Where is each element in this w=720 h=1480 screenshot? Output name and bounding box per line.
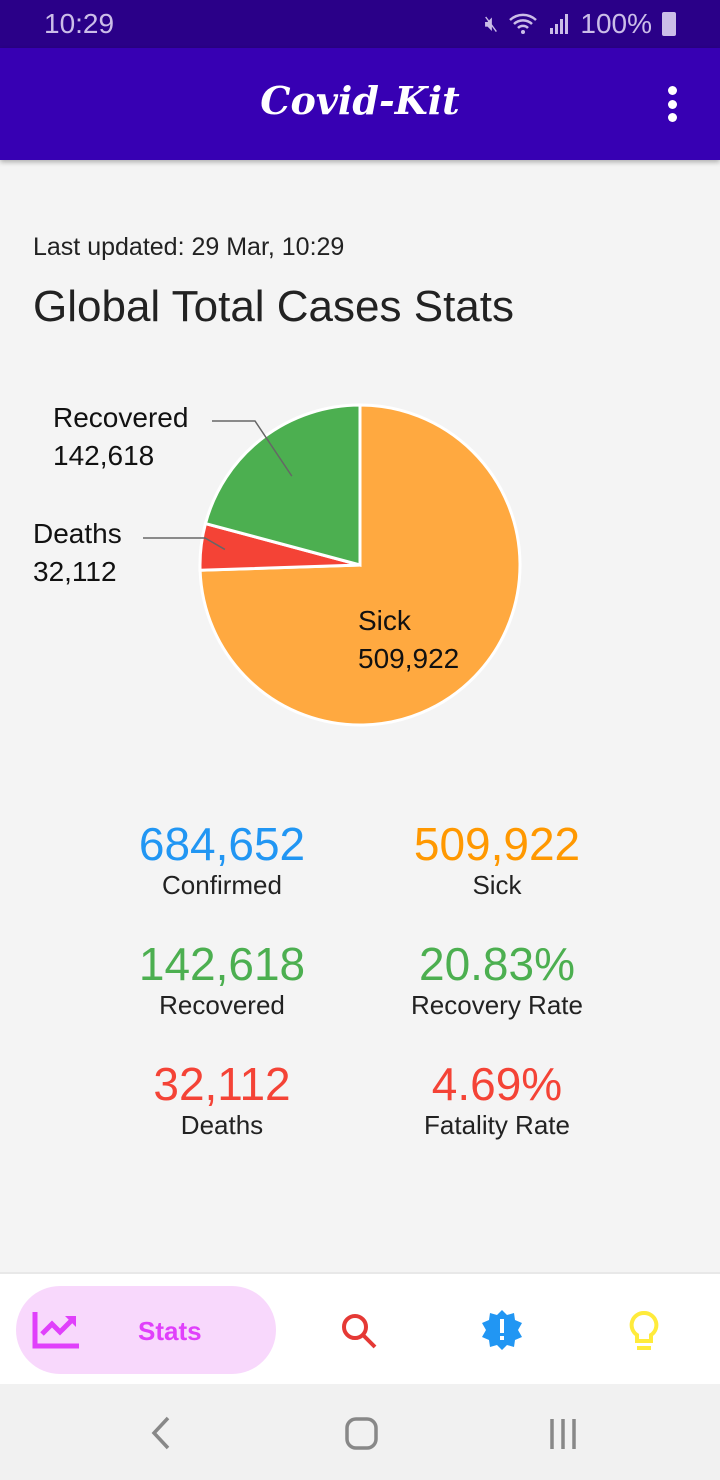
battery-percent: 100% bbox=[580, 8, 652, 39]
back-icon[interactable] bbox=[148, 1416, 172, 1450]
alert-badge-icon[interactable] bbox=[480, 1308, 524, 1352]
pie-label-recovered-value: 142,618 bbox=[53, 440, 154, 471]
pie-label-sick-value: 509,922 bbox=[358, 643, 459, 674]
stat-recovered: 142,618 Recovered bbox=[82, 938, 362, 1020]
last-updated: Last updated: 29 Mar, 10:29 bbox=[33, 233, 345, 261]
stat-value: 20.83% bbox=[418, 938, 575, 990]
stat-sick: 509,922 Sick bbox=[357, 818, 637, 900]
status-bar: 10:29 🔇︎ 100% bbox=[0, 0, 720, 48]
stat-label: Recovered bbox=[159, 990, 285, 1020]
pie-label-deaths-value: 32,112 bbox=[33, 556, 117, 587]
wifi-icon bbox=[509, 13, 538, 34]
nav-label-stats: Stats bbox=[138, 1316, 202, 1346]
stat-value: 142,618 bbox=[138, 938, 306, 990]
pie-label-deaths-name: Deaths bbox=[33, 518, 122, 549]
pie-chart: Sick 509,922 Deaths 32,112 Recovered 142,618 bbox=[33, 402, 522, 727]
home-icon[interactable] bbox=[344, 1416, 380, 1452]
mute-icon: 🔇︎ bbox=[484, 11, 499, 36]
pie-slice-recovered bbox=[203, 403, 362, 567]
bottom-nav: Stats bbox=[0, 1272, 720, 1384]
stat-value: 32,112 bbox=[153, 1058, 291, 1110]
overflow-menu-icon[interactable] bbox=[664, 86, 680, 122]
app-bar: Covid-Kit bbox=[0, 48, 720, 160]
search-icon[interactable] bbox=[340, 1312, 380, 1352]
leader-line-recovered bbox=[212, 420, 293, 477]
stat-confirmed: 684,652 Confirmed bbox=[82, 818, 362, 900]
stat-label: Sick bbox=[472, 870, 522, 900]
stat-label: Fatality Rate bbox=[424, 1110, 570, 1140]
clock: 10:29 bbox=[44, 8, 115, 39]
stat-value: 684,652 bbox=[138, 818, 306, 870]
nav-item-stats[interactable]: Stats bbox=[16, 1286, 276, 1374]
system-nav-bar bbox=[0, 1384, 720, 1480]
pie-label-recovered-name: Recovered bbox=[53, 402, 188, 433]
stat-deaths: 32,112 Deaths bbox=[82, 1058, 362, 1140]
pie-label-sick-name: Sick bbox=[358, 605, 412, 636]
page-title: Global Total Cases Stats bbox=[33, 282, 514, 331]
signal-icon bbox=[550, 14, 569, 34]
battery-icon bbox=[662, 12, 676, 36]
stat-label: Confirmed bbox=[162, 870, 282, 900]
app-title: Covid-Kit bbox=[260, 78, 460, 123]
stat-value: 509,922 bbox=[413, 818, 581, 870]
stat-fatality-rate: 4.69% Fatality Rate bbox=[357, 1058, 637, 1140]
recents-icon[interactable] bbox=[548, 1417, 580, 1451]
leader-line-deaths bbox=[143, 537, 226, 551]
trending-up-icon bbox=[32, 1312, 79, 1349]
stat-label: Recovery Rate bbox=[411, 990, 583, 1020]
stat-value: 4.69% bbox=[431, 1058, 563, 1110]
stat-recovery-rate: 20.83% Recovery Rate bbox=[357, 938, 637, 1020]
stat-label: Deaths bbox=[180, 1110, 264, 1140]
lightbulb-icon[interactable] bbox=[626, 1310, 662, 1354]
